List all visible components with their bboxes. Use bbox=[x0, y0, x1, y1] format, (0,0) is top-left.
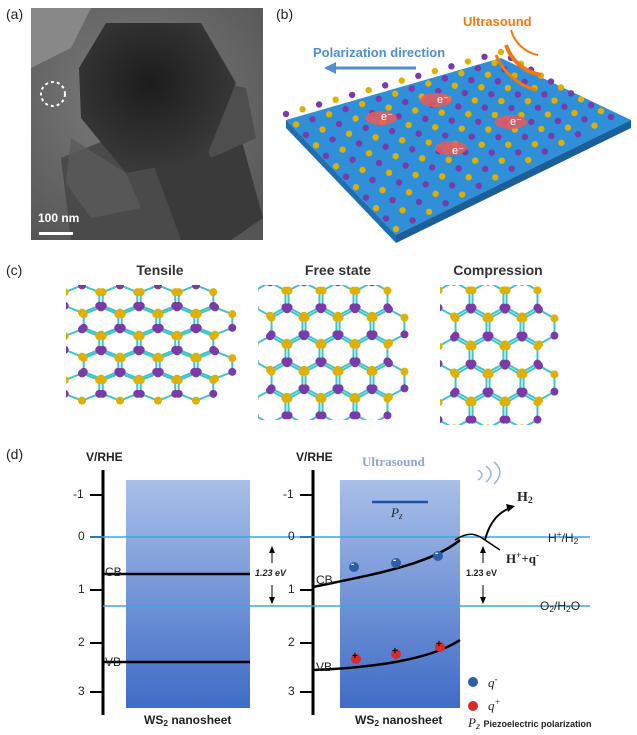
tick-left-0: 0 bbox=[78, 529, 85, 543]
electron-label-2: e⁻ bbox=[437, 94, 449, 106]
electron-label-3: e⁻ bbox=[510, 116, 522, 128]
legend-q-minus-sup: - bbox=[494, 674, 498, 684]
lattice-compression bbox=[440, 285, 559, 425]
pz-sub: z bbox=[398, 511, 403, 521]
band-diagram bbox=[90, 461, 590, 715]
pz-label: Pz bbox=[391, 505, 403, 521]
reaction-left: H bbox=[506, 551, 517, 566]
tick-left-1: 1 bbox=[78, 582, 85, 596]
legend-q-plus-main: q bbox=[488, 698, 495, 713]
redox-o-label: O2/H2O bbox=[540, 599, 580, 614]
ultrasound-label-d: Ultrasound bbox=[362, 454, 425, 469]
plus-sign-3: + bbox=[436, 639, 442, 650]
redox-h-label: H+/H2 bbox=[548, 529, 578, 546]
lattice-tensile bbox=[66, 285, 237, 405]
redox1-left: H bbox=[548, 531, 557, 545]
tick-left-3: 3 bbox=[78, 684, 85, 698]
legend-pz-text: Piezoelectric polarization bbox=[483, 719, 592, 729]
electron-label-1: e⁻ bbox=[381, 111, 393, 123]
reaction-mid: +q bbox=[521, 551, 536, 566]
ns-right-sub: 2 bbox=[374, 718, 380, 728]
tick-right-neg1: -1 bbox=[283, 487, 294, 501]
legend-pz-sub: z bbox=[475, 721, 481, 731]
nanosheet-label-right: WS2 nanosheet bbox=[355, 713, 442, 728]
redox2-sub2: 2 bbox=[566, 604, 571, 614]
tem-image bbox=[31, 8, 263, 240]
redox1-sub: 2 bbox=[573, 536, 579, 546]
panel-label-b: (b) bbox=[276, 6, 294, 22]
vb-label-right: VB bbox=[316, 660, 333, 674]
plus-sign-2: + bbox=[392, 646, 398, 657]
pz-main: P bbox=[391, 505, 399, 520]
plus-sign-1: + bbox=[352, 651, 358, 662]
h2-main: H bbox=[517, 490, 528, 505]
tick-right-2: 2 bbox=[288, 635, 295, 649]
panel-label-c: (c) bbox=[6, 262, 23, 278]
scale-bar-label: 100 nm bbox=[38, 211, 80, 225]
minus-sign-2: - bbox=[393, 555, 397, 566]
tem-image-graphic bbox=[31, 8, 263, 240]
vb-label-left: VB bbox=[105, 655, 122, 669]
legend-q-minus-main: q bbox=[488, 675, 495, 690]
redox2-right: /H bbox=[554, 599, 567, 613]
gap-label-right: 1.23 eV bbox=[466, 568, 498, 578]
gap-label-left: 1.23 eV bbox=[255, 568, 287, 578]
h2-sub: 2 bbox=[527, 495, 533, 506]
reaction-sup: + bbox=[516, 550, 522, 560]
ultrasound-label-b: Ultrasound bbox=[463, 14, 532, 29]
legend-q-plus: q+ bbox=[488, 697, 501, 714]
free-state-title: Free state bbox=[304, 262, 372, 278]
legend-q-minus: q- bbox=[488, 674, 498, 691]
redox2-sub: 2 bbox=[549, 604, 555, 614]
minus-sign-1: - bbox=[351, 559, 355, 570]
ns-right-main: WS bbox=[355, 713, 375, 727]
ns-right-tail: nanosheet bbox=[379, 713, 443, 727]
redox1-right: /H bbox=[561, 531, 574, 545]
tick-right-0: 0 bbox=[288, 529, 295, 543]
panel-label-a: (a) bbox=[6, 6, 24, 22]
redox1-sup: + bbox=[556, 529, 562, 539]
reaction-sup2: - bbox=[535, 550, 539, 560]
ns-left-tail: nanosheet bbox=[168, 713, 232, 727]
ns-left-sub: 2 bbox=[163, 718, 169, 728]
nanosheet-label-left: WS2 nanosheet bbox=[144, 713, 231, 728]
redox2-tail: O bbox=[570, 599, 581, 613]
redox2-left: O bbox=[540, 599, 550, 613]
tick-left-neg1: -1 bbox=[73, 487, 84, 501]
axis-title-right: V/RHE bbox=[296, 450, 333, 464]
lattice-3d-illustration bbox=[282, 29, 631, 243]
legend-pz: Pz Piezoelectric polarization bbox=[468, 715, 592, 731]
h2-product-label: H2 bbox=[517, 490, 533, 506]
tick-right-3: 3 bbox=[288, 684, 295, 698]
axis-title-left: V/RHE bbox=[86, 450, 123, 464]
ns-left-main: WS bbox=[144, 713, 164, 727]
legend-q-plus-sup: + bbox=[494, 697, 501, 707]
tensile-title: Tensile bbox=[136, 262, 184, 278]
legend-pz-main: P bbox=[468, 715, 476, 730]
cb-label-left: CB bbox=[105, 565, 122, 579]
compression-title: Compression bbox=[453, 262, 543, 278]
panel-label-d: (d) bbox=[6, 446, 24, 462]
tick-right-1: 1 bbox=[288, 582, 295, 596]
minus-sign-3: - bbox=[435, 548, 439, 559]
tick-left-2: 2 bbox=[78, 635, 85, 649]
reaction-label: H++q- bbox=[506, 550, 539, 567]
electron-label-4: e⁻ bbox=[452, 145, 464, 157]
cb-label-right: CB bbox=[316, 573, 333, 587]
lattice-free-state bbox=[258, 285, 409, 420]
polarization-direction-label: Polarization direction bbox=[313, 45, 446, 60]
